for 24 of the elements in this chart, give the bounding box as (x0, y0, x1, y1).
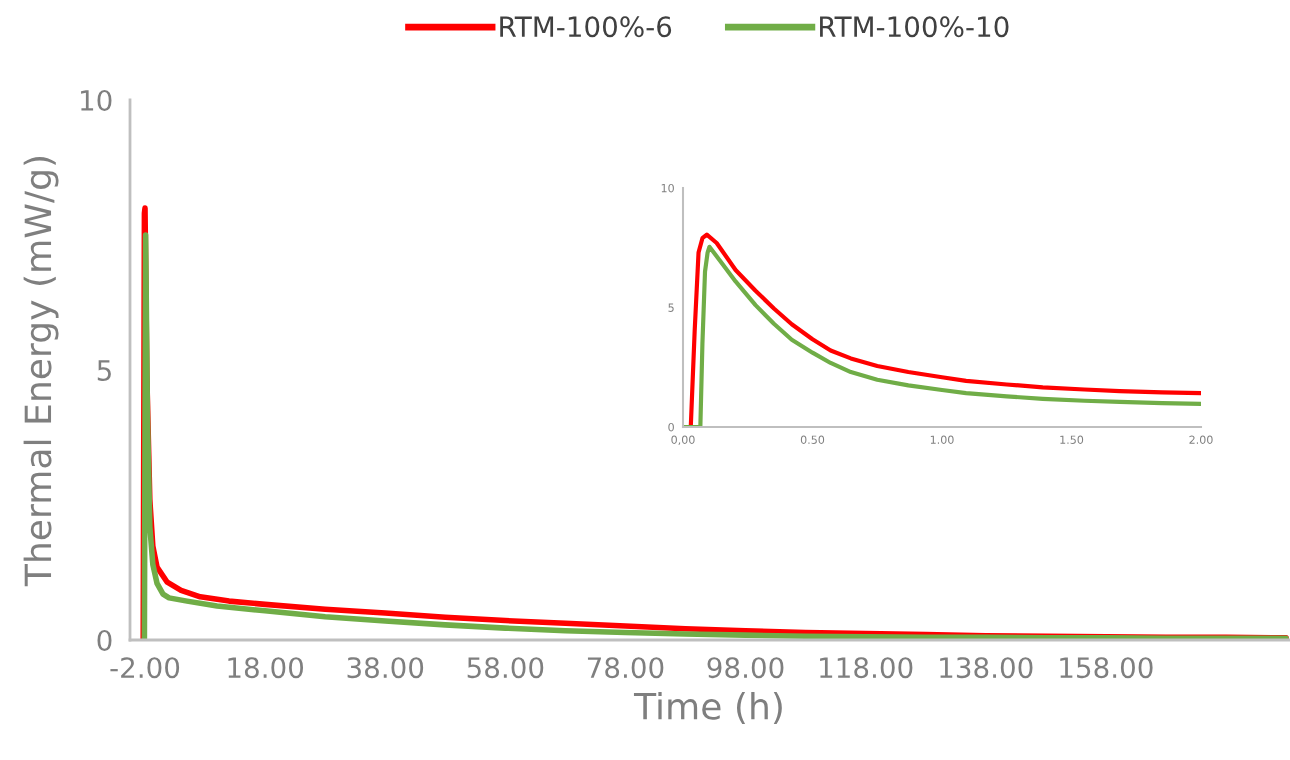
x-tick-label: 1.00 (930, 435, 954, 444)
y-tick-label: 10 (81, 89, 112, 111)
legend-label: RTM-100%-6 (500, 16, 672, 38)
x-tick-label: 78.00 (587, 657, 664, 679)
legend-label: RTM-100%-10 (820, 16, 1009, 38)
x-tick-label: 0.50 (800, 435, 825, 444)
x-tick-label: 118.00 (820, 657, 913, 679)
x-tick-label: -2.00 (110, 657, 180, 679)
x-tick-label: 0,00 (671, 435, 695, 446)
x-tick-label: 38.00 (347, 657, 424, 679)
y-axis-title: Thermal Energy (mW/g) (23, 156, 59, 587)
y-tick-label: 0 (97, 629, 112, 651)
x-axis-title: Time (h) (633, 691, 782, 725)
x-tick-label: 98.00 (707, 657, 784, 679)
x-tick-label: 138.00 (940, 657, 1033, 679)
x-tick-label: 2.00 (1189, 435, 1213, 444)
y-tick-label: 5 (668, 303, 674, 312)
x-tick-label: 58.00 (467, 657, 544, 679)
x-tick-label: 18.00 (228, 657, 304, 679)
x-tick-label: 158.00 (1060, 657, 1153, 679)
y-tick-label: 10 (661, 183, 674, 193)
x-tick-label: 1.50 (1060, 435, 1084, 444)
y-tick-label: 5 (97, 360, 111, 381)
y-tick-label: 0 (668, 422, 674, 432)
